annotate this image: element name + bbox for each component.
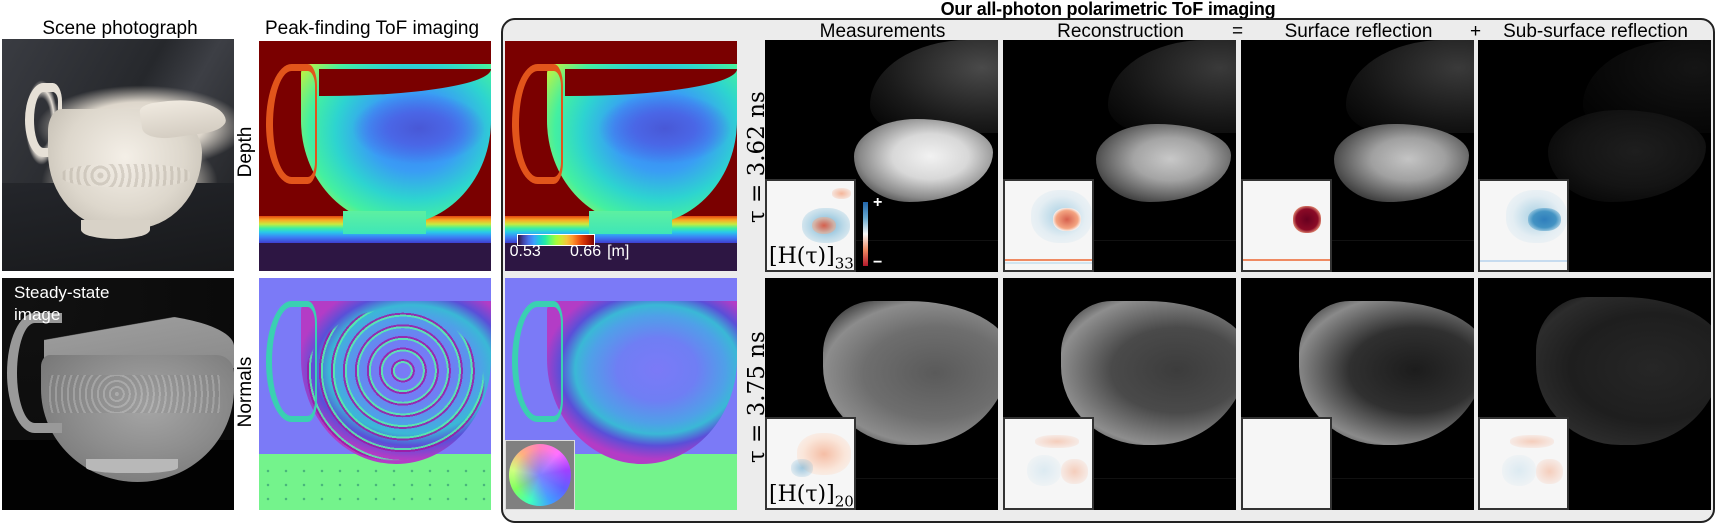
reconstruction-title: Reconstruction: [1057, 21, 1184, 42]
surface-inset-row1: [1241, 179, 1332, 272]
colorbar-minus: −: [873, 254, 883, 271]
subsurface-reflection-title: Sub-surface reflection: [1503, 21, 1688, 42]
depth-colorbar-unit: [m]: [607, 243, 630, 261]
surface-reflection-row2: [1241, 278, 1474, 510]
surface-reflection-title: Surface reflection: [1284, 21, 1433, 42]
surface-reflection-row1: [1241, 40, 1474, 272]
colorbar-plus: +: [873, 194, 883, 211]
our-depth-map: 0.53 0.66 [m]: [505, 41, 737, 271]
measurement-row2: [H(τ)]20: [765, 278, 998, 510]
normal-sphere-legend: [505, 440, 575, 510]
group-title: Our all-photon polarimetric ToF imaging: [940, 0, 1276, 19]
measurement-row1: [H(τ)]33 + −: [765, 40, 998, 272]
h-matrix-inset-row1: [H(τ)]33: [765, 179, 856, 272]
peak-finding-title: Peak-finding ToF imaging: [264, 18, 480, 39]
h-matrix-inset-row2: [H(τ)]20: [765, 417, 856, 510]
reconstruction-inset-row2: [1003, 417, 1094, 510]
peak-finding-normal-map: [259, 278, 491, 510]
scene-photograph-image: [2, 39, 234, 271]
h-matrix-label-row2: [H(τ)]20: [769, 481, 854, 510]
subsurface-reflection-row1: [1478, 40, 1711, 272]
row-label-depth: Depth: [235, 126, 256, 178]
subsurface-inset-row2: [1478, 417, 1569, 510]
subsurface-inset-row1: [1478, 179, 1569, 272]
subsurface-reflection-row2: [1478, 278, 1711, 510]
row-label-normals: Normals: [235, 356, 256, 428]
depth-colorbar-max: 0.66: [569, 243, 602, 261]
depth-colorbar: [516, 234, 596, 246]
measurements-title: Measurements: [819, 21, 946, 42]
peak-finding-depth-map: [259, 41, 491, 271]
h-matrix-label-row1: [H(τ)]33: [769, 243, 854, 272]
steady-state-label: Steady-state image: [14, 283, 110, 324]
scene-photograph-title: Scene photograph: [42, 18, 198, 39]
reconstruction-row2: [1003, 278, 1236, 510]
our-normal-map: [505, 278, 737, 510]
plus-operator: +: [1470, 21, 1482, 42]
inset-colorbar: [863, 202, 868, 266]
surface-inset-row2: [1241, 417, 1332, 510]
reconstruction-inset-row1: [1003, 179, 1094, 272]
depth-colorbar-min: 0.53: [509, 243, 541, 261]
equals-operator: =: [1232, 21, 1244, 42]
reconstruction-row1: [1003, 40, 1236, 272]
steady-state-image: Steady-state image: [2, 278, 234, 510]
